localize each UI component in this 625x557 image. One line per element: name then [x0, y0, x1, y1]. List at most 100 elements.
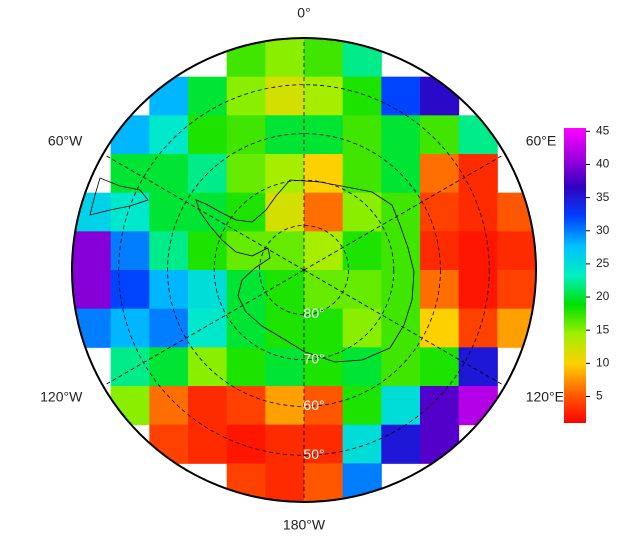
cell [381, 192, 421, 232]
cell [226, 38, 266, 78]
lon-label: 0° [297, 5, 310, 21]
cell [304, 38, 344, 78]
colorbar-label: 20 [596, 289, 610, 303]
cell [342, 231, 382, 271]
cell [304, 115, 344, 155]
cell [188, 308, 228, 348]
cell [458, 154, 498, 194]
cell [188, 76, 228, 116]
cell [226, 231, 266, 271]
cell [342, 38, 382, 78]
cell [458, 270, 498, 310]
lon-line [102, 153, 305, 271]
cell [342, 308, 382, 348]
cell [72, 308, 112, 348]
cell [458, 192, 498, 232]
cell [265, 347, 305, 387]
cell [420, 308, 460, 348]
lat-label: 50° [303, 446, 324, 462]
cell [265, 192, 305, 232]
lat-label: 80° [303, 305, 324, 321]
cell [420, 231, 460, 271]
lat-circle [259, 225, 349, 315]
lat-label: 60° [303, 397, 324, 413]
cell [110, 231, 150, 271]
cell [265, 424, 305, 464]
cell [342, 192, 382, 232]
cell [304, 192, 344, 232]
labels: 80° 70° 60° 50° 0° 60°E 120°E 180°W 120°W 60°W [40, 5, 564, 533]
cell [149, 192, 189, 232]
cell [420, 347, 460, 387]
colorbar-label: 5 [596, 389, 603, 403]
cell [304, 386, 344, 426]
cell [265, 308, 305, 348]
antarctica-coast [195, 179, 415, 363]
colorbar-label: 40 [596, 157, 610, 171]
cell [497, 270, 536, 310]
cell [342, 270, 382, 310]
cell [497, 308, 536, 348]
cell [497, 231, 536, 271]
cell [72, 231, 112, 271]
cell [304, 76, 344, 116]
cell [149, 231, 189, 271]
cell [304, 308, 344, 348]
cell [342, 347, 382, 387]
cell [149, 347, 189, 387]
cell [381, 424, 421, 464]
colorbar-label: 30 [596, 223, 610, 237]
lon-line [102, 269, 305, 387]
cell [226, 308, 266, 348]
cell [265, 386, 305, 426]
cell [226, 424, 266, 464]
cell [304, 463, 344, 502]
south-america-coast [89, 177, 149, 216]
cell [149, 115, 189, 155]
cell [72, 192, 112, 232]
lon-label: 60°E [526, 133, 557, 149]
cell [188, 386, 228, 426]
cell [420, 192, 460, 232]
cell [110, 308, 150, 348]
cell [458, 231, 498, 271]
lat-label: 70° [303, 350, 324, 366]
cell [458, 308, 498, 348]
cell [188, 115, 228, 155]
cell [226, 154, 266, 194]
cell [381, 115, 421, 155]
colorbar-label: 35 [596, 190, 610, 204]
cell [304, 154, 344, 194]
colorbar [564, 128, 586, 423]
cell [342, 115, 382, 155]
cell [265, 38, 305, 78]
cell [110, 270, 150, 310]
cell [265, 270, 305, 310]
cell [342, 386, 382, 426]
colorbar-label: 25 [596, 256, 610, 270]
cell [381, 270, 421, 310]
cell [226, 115, 266, 155]
cell [304, 424, 344, 464]
cell [497, 192, 536, 232]
cell [420, 115, 460, 155]
cell [342, 463, 382, 502]
cell [188, 347, 228, 387]
cell [188, 231, 228, 271]
cell [420, 270, 460, 310]
coastline [89, 177, 415, 363]
lat-circle [167, 133, 441, 407]
cell [381, 347, 421, 387]
lon-label: 120°W [40, 389, 83, 405]
cell [342, 424, 382, 464]
cell [226, 386, 266, 426]
cell [149, 386, 189, 426]
cell [149, 154, 189, 194]
cell [265, 231, 305, 271]
cell [342, 76, 382, 116]
cell [304, 270, 344, 310]
colorbar-label: 10 [596, 356, 610, 370]
cell [110, 347, 150, 387]
cell [381, 76, 421, 116]
